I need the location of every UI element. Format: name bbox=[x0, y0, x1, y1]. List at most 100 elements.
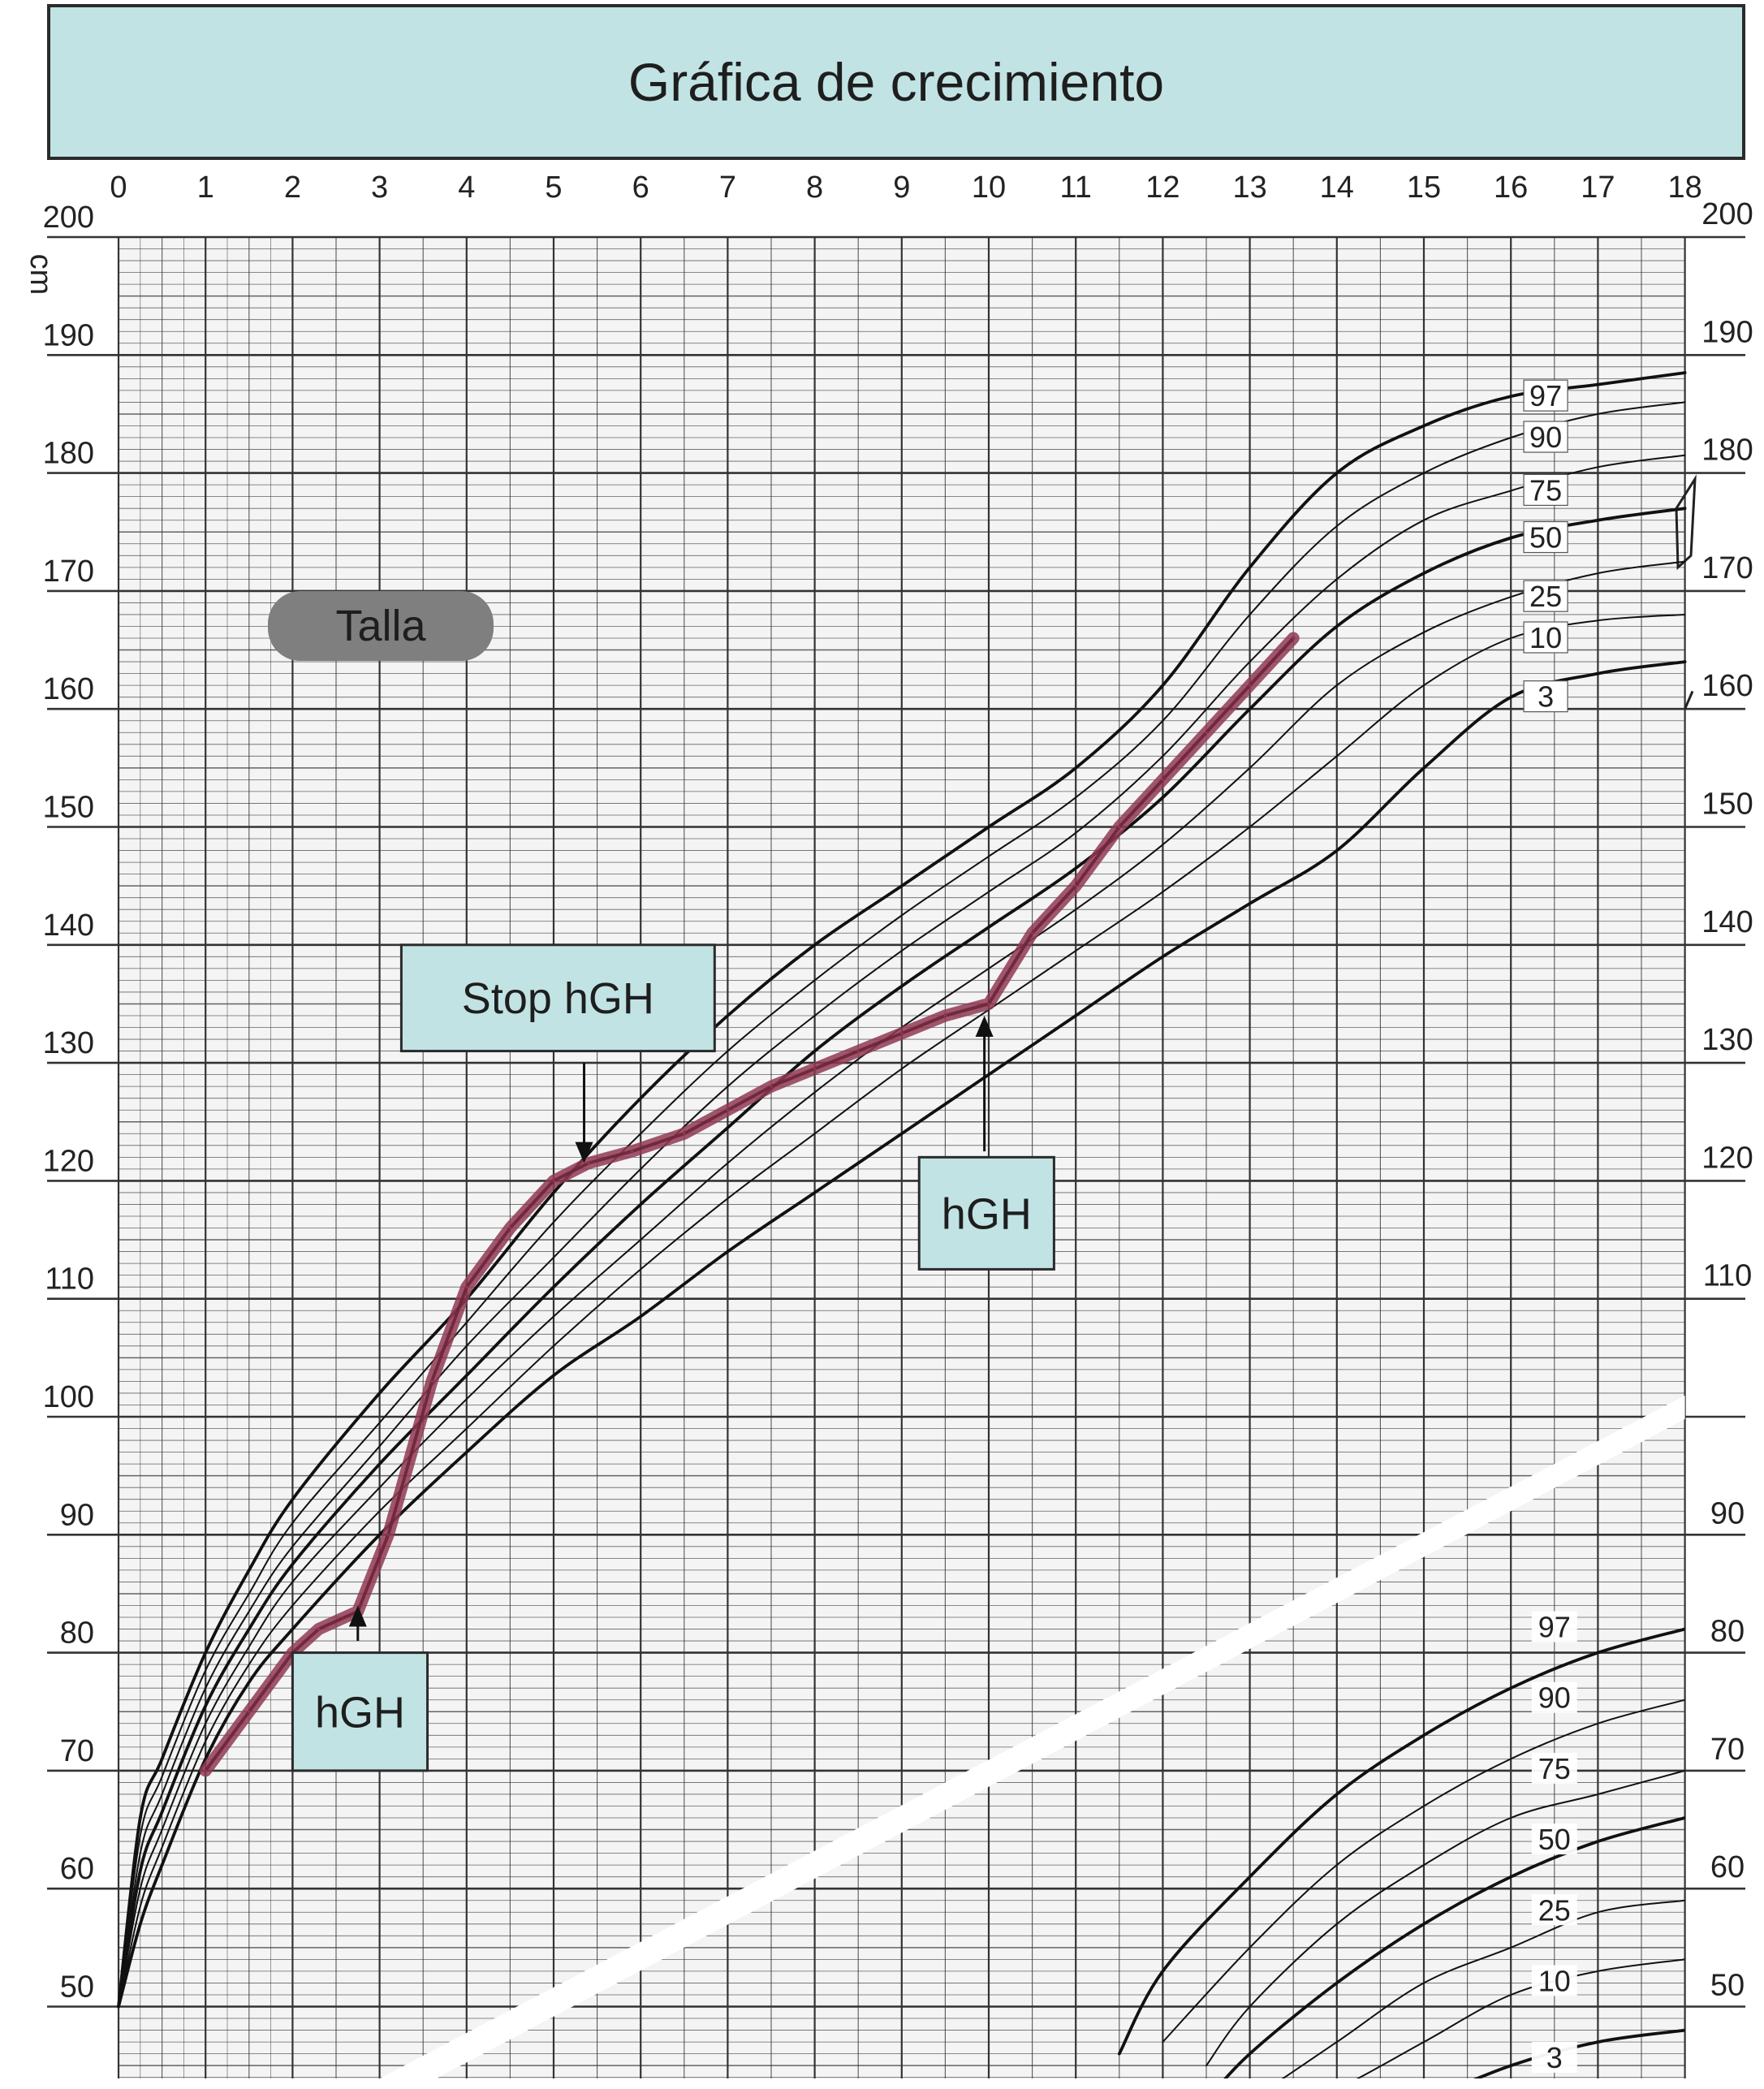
patient-point bbox=[943, 1014, 947, 1017]
y-tick-label-left: 110 bbox=[45, 1262, 94, 1297]
height-percentile-label-90: 90 bbox=[1523, 421, 1568, 454]
x-tick-label: 5 bbox=[545, 170, 562, 205]
x-tick-label: 15 bbox=[1407, 170, 1441, 205]
x-tick-label: 16 bbox=[1494, 170, 1528, 205]
label-text: 3 bbox=[1538, 680, 1554, 714]
annotation-box bbox=[917, 1155, 1055, 1271]
y-tick-label-left: 120 bbox=[43, 1144, 94, 1178]
y-tick-label-right: 50 bbox=[1710, 1969, 1745, 2003]
weight-percentile-label-75: 75 bbox=[1531, 1752, 1577, 1785]
label-box bbox=[1523, 473, 1568, 506]
y-tick-label-left: 150 bbox=[43, 791, 94, 825]
y-tick-label-right: 170 bbox=[1701, 551, 1753, 585]
patient-point bbox=[856, 1050, 860, 1053]
label-box bbox=[1523, 379, 1568, 412]
weight-percentile-3 bbox=[1473, 2028, 1685, 2078]
x-tick-label: 2 bbox=[284, 170, 301, 205]
patient-point bbox=[1205, 731, 1208, 734]
height-percentile-75 bbox=[118, 454, 1686, 2008]
label-text: 97 bbox=[1538, 1611, 1571, 1644]
label-text: 25 bbox=[1529, 580, 1562, 613]
label-box bbox=[1523, 680, 1568, 713]
label-box bbox=[1523, 520, 1568, 554]
y-tick-label-left: 50 bbox=[60, 1970, 94, 2005]
height-percentile-label-3: 3 bbox=[1523, 680, 1568, 714]
weight-percentile-97 bbox=[1117, 1627, 1685, 2056]
y-tick-label-right: 160 bbox=[1701, 669, 1753, 703]
y-tick-label-left: 60 bbox=[60, 1852, 94, 1886]
label-box bbox=[1531, 1681, 1577, 1713]
patient-height-series bbox=[199, 632, 1300, 1777]
label-box bbox=[1531, 1611, 1577, 1642]
patient-point bbox=[430, 1379, 433, 1383]
label-text: 50 bbox=[1529, 521, 1562, 555]
axis-tick-labels: 0 1 2 3 4 5 6 7 8 9 10 11 12 13 14 15 16 17 18200190180170… bbox=[24, 170, 1753, 2005]
weight-percentile-label-25: 25 bbox=[1531, 1893, 1577, 1927]
height-percentile-label-50: 50 bbox=[1523, 520, 1568, 555]
weight-percentile-label-97: 97 bbox=[1531, 1611, 1577, 1644]
height-percentile-label-25: 25 bbox=[1523, 580, 1568, 613]
white-band bbox=[379, 1395, 1685, 2078]
height-percentile-97 bbox=[117, 371, 1687, 2009]
patient-point bbox=[508, 1227, 511, 1230]
y-tick-label-right: 90 bbox=[1710, 1496, 1745, 1530]
patient-point bbox=[1031, 931, 1034, 934]
patient-point bbox=[204, 1769, 207, 1772]
label-text: 25 bbox=[1538, 1893, 1571, 1927]
percentile-labels: 97 90 75 50 25 10 3 97 90 75 50 25 10 3 bbox=[1523, 379, 1577, 2074]
height-percentile-25 bbox=[118, 560, 1686, 2008]
y-tick-label-right: 120 bbox=[1701, 1141, 1753, 1175]
label-text: 90 bbox=[1538, 1681, 1571, 1715]
y-tick-label-left: 130 bbox=[43, 1026, 94, 1060]
patient-point bbox=[1249, 684, 1252, 687]
y-tick-label-left: 160 bbox=[43, 672, 94, 706]
chart-title: Gráfica de crecimiento bbox=[47, 4, 1745, 160]
label-text: 10 bbox=[1529, 621, 1562, 654]
annotation-box bbox=[399, 943, 716, 1053]
height-percentile-3 bbox=[117, 660, 1687, 2009]
patient-point bbox=[465, 1285, 468, 1288]
y-tick-label-right: 190 bbox=[1701, 315, 1753, 349]
y-tick-label-left: 200 bbox=[43, 201, 94, 235]
patient-point bbox=[317, 1628, 321, 1631]
x-tick-label: 4 bbox=[458, 170, 475, 205]
annotation-2: hGH bbox=[917, 1015, 1055, 1271]
weight-percentile-label-90: 90 bbox=[1531, 1681, 1577, 1715]
weight-curves bbox=[1117, 1627, 1685, 2078]
x-tick-label: 13 bbox=[1232, 170, 1266, 205]
label-text: 50 bbox=[1538, 1823, 1571, 1856]
label-text: 90 bbox=[1529, 421, 1562, 454]
y-tick-label-right: 200 bbox=[1701, 197, 1753, 231]
x-tick-label: 3 bbox=[371, 170, 388, 205]
right-edge-mark bbox=[1675, 474, 1697, 571]
height-percentile-label-10: 10 bbox=[1523, 621, 1568, 654]
annotation-text: Stop hGH bbox=[462, 974, 654, 1023]
x-tick-label: 11 bbox=[1059, 170, 1091, 205]
x-tick-label: 14 bbox=[1320, 170, 1354, 205]
y-tick-label-right: 110 bbox=[1703, 1259, 1753, 1293]
y-tick-label-right: 60 bbox=[1710, 1850, 1745, 1884]
patient-point bbox=[248, 1710, 251, 1713]
height-percentile-10 bbox=[118, 614, 1686, 2008]
y-tick-label-right: 150 bbox=[1701, 788, 1753, 822]
label-box bbox=[1531, 1824, 1577, 1855]
annotation-0: hGH bbox=[291, 1605, 429, 1772]
y-tick-label-left: 180 bbox=[43, 437, 94, 471]
right-edge-mark bbox=[1684, 690, 1694, 710]
weight-percentile-75 bbox=[1205, 1769, 1685, 2067]
section-label-talla: Talla bbox=[268, 591, 494, 661]
x-tick-label: 7 bbox=[719, 170, 736, 205]
y-tick-label-left: 80 bbox=[60, 1616, 94, 1651]
y-tick-label-left: 170 bbox=[43, 555, 94, 589]
label-text: 10 bbox=[1538, 1964, 1571, 1997]
x-tick-label: 8 bbox=[806, 170, 823, 205]
weight-percentile-90 bbox=[1162, 1698, 1685, 2044]
x-tick-label: 1 bbox=[197, 170, 214, 205]
annotations: Talla hGH Stop hGH hGH bbox=[268, 591, 1055, 1772]
annotation-arrowhead bbox=[975, 1015, 994, 1037]
annotation-1: Stop hGH bbox=[399, 943, 716, 1163]
annotation-box bbox=[291, 1651, 429, 1772]
height-percentile-label-75: 75 bbox=[1523, 473, 1568, 507]
annotation-text: hGH bbox=[942, 1189, 1032, 1238]
y-tick-label-left: 100 bbox=[43, 1380, 94, 1414]
